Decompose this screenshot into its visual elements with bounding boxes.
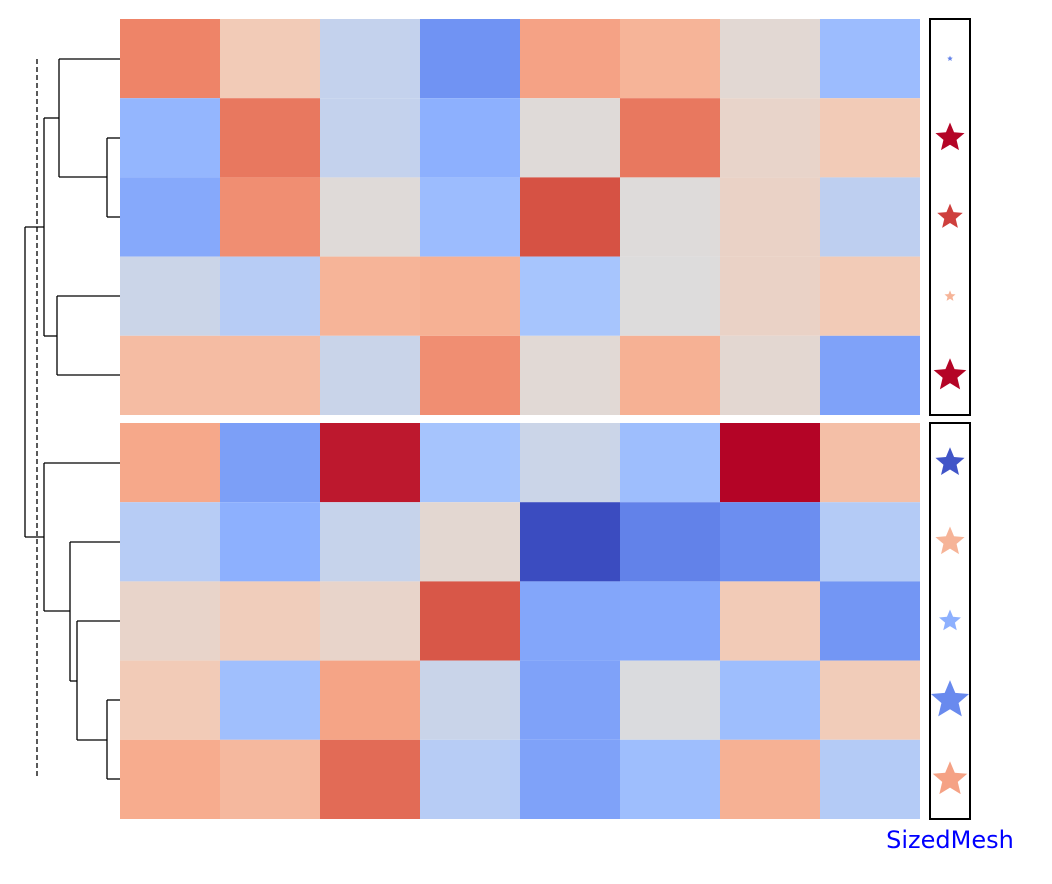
heat-cell: [820, 581, 920, 661]
heat-cell: [220, 335, 320, 415]
heat-cell: [120, 502, 220, 582]
mesh-star: [930, 680, 970, 717]
heat-cell: [620, 660, 720, 740]
heat-cell: [720, 581, 820, 661]
heat-cell: [220, 256, 320, 336]
heat-cell: [620, 19, 720, 99]
heat-cell: [220, 581, 320, 661]
heat-cell: [420, 98, 520, 178]
heat-cell: [620, 256, 720, 336]
heat-cell: [420, 177, 520, 257]
heat-cell: [820, 660, 920, 740]
heat-cell: [120, 256, 220, 336]
heat-cell: [120, 177, 220, 257]
heat-cell: [720, 502, 820, 582]
heat-cell: [620, 581, 720, 661]
heat-cell: [820, 177, 920, 257]
heat-cell: [320, 19, 420, 99]
heat-cell: [720, 98, 820, 178]
heat-cell: [120, 423, 220, 503]
heat-cell: [520, 335, 620, 415]
heat-cell: [820, 19, 920, 99]
heat-cell: [520, 502, 620, 582]
mesh-box: [929, 18, 971, 416]
heat-cell: [820, 335, 920, 415]
heat-cell: [720, 19, 820, 99]
dendrogram: [24, 58, 120, 780]
heat-cell: [520, 177, 620, 257]
heat-cell: [520, 98, 620, 178]
heat-cell: [820, 423, 920, 503]
heat-cell: [420, 335, 520, 415]
heat-cell: [220, 98, 320, 178]
heat-cell: [120, 739, 220, 819]
heat-cell: [320, 256, 420, 336]
heat-cell: [820, 256, 920, 336]
heat-cell: [320, 423, 420, 503]
heat-cell: [320, 177, 420, 257]
heat-cell: [320, 739, 420, 819]
heat-cell: [820, 739, 920, 819]
mesh-box: [929, 422, 971, 820]
mesh-star: [932, 761, 968, 795]
heat-cell: [520, 739, 620, 819]
heat-cell: [220, 660, 320, 740]
heat-cell: [420, 423, 520, 503]
heat-cell: [120, 335, 220, 415]
mesh-star: [944, 290, 956, 301]
heat-cell: [220, 502, 320, 582]
heat-cell: [720, 660, 820, 740]
heat-cell: [620, 177, 720, 257]
heat-cell: [420, 739, 520, 819]
heat-cell: [320, 502, 420, 582]
heat-cell: [120, 660, 220, 740]
heat-cell: [620, 335, 720, 415]
heat-cell: [620, 98, 720, 178]
heat-cell: [820, 502, 920, 582]
heat-cell: [420, 19, 520, 99]
heat-cell: [620, 423, 720, 503]
heat-cell: [320, 660, 420, 740]
heat-cell: [720, 177, 820, 257]
heat-cell: [420, 581, 520, 661]
heat-cell: [220, 423, 320, 503]
heat-cell: [720, 256, 820, 336]
heat-cell: [820, 98, 920, 178]
heat-cell: [520, 581, 620, 661]
heat-cell: [320, 581, 420, 661]
heat-cell: [520, 423, 620, 503]
heat-cell: [220, 177, 320, 257]
heat-cell: [420, 502, 520, 582]
heat-cell: [120, 19, 220, 99]
mesh-label: SizedMesh: [886, 826, 1014, 854]
heat-cell: [720, 423, 820, 503]
heat-cell: [120, 98, 220, 178]
heat-cell: [320, 335, 420, 415]
heat-cell: [320, 98, 420, 178]
mesh-star: [935, 122, 965, 151]
mesh-star: [935, 526, 965, 555]
mesh-star: [935, 447, 965, 475]
heat-cell: [620, 502, 720, 582]
heat-cell: [720, 739, 820, 819]
heat-cell: [720, 335, 820, 415]
heat-cell: [520, 19, 620, 99]
mesh-star: [937, 203, 963, 228]
heat-cell: [220, 739, 320, 819]
heat-cell: [520, 256, 620, 336]
heat-cell: [620, 739, 720, 819]
heat-cell: [120, 581, 220, 661]
heat-cell: [220, 19, 320, 99]
mesh-star: [933, 358, 967, 390]
heat-cell: [420, 660, 520, 740]
mesh-star: [947, 55, 953, 61]
mesh-star: [939, 609, 961, 631]
heat-cell: [520, 660, 620, 740]
heat-cell: [420, 256, 520, 336]
